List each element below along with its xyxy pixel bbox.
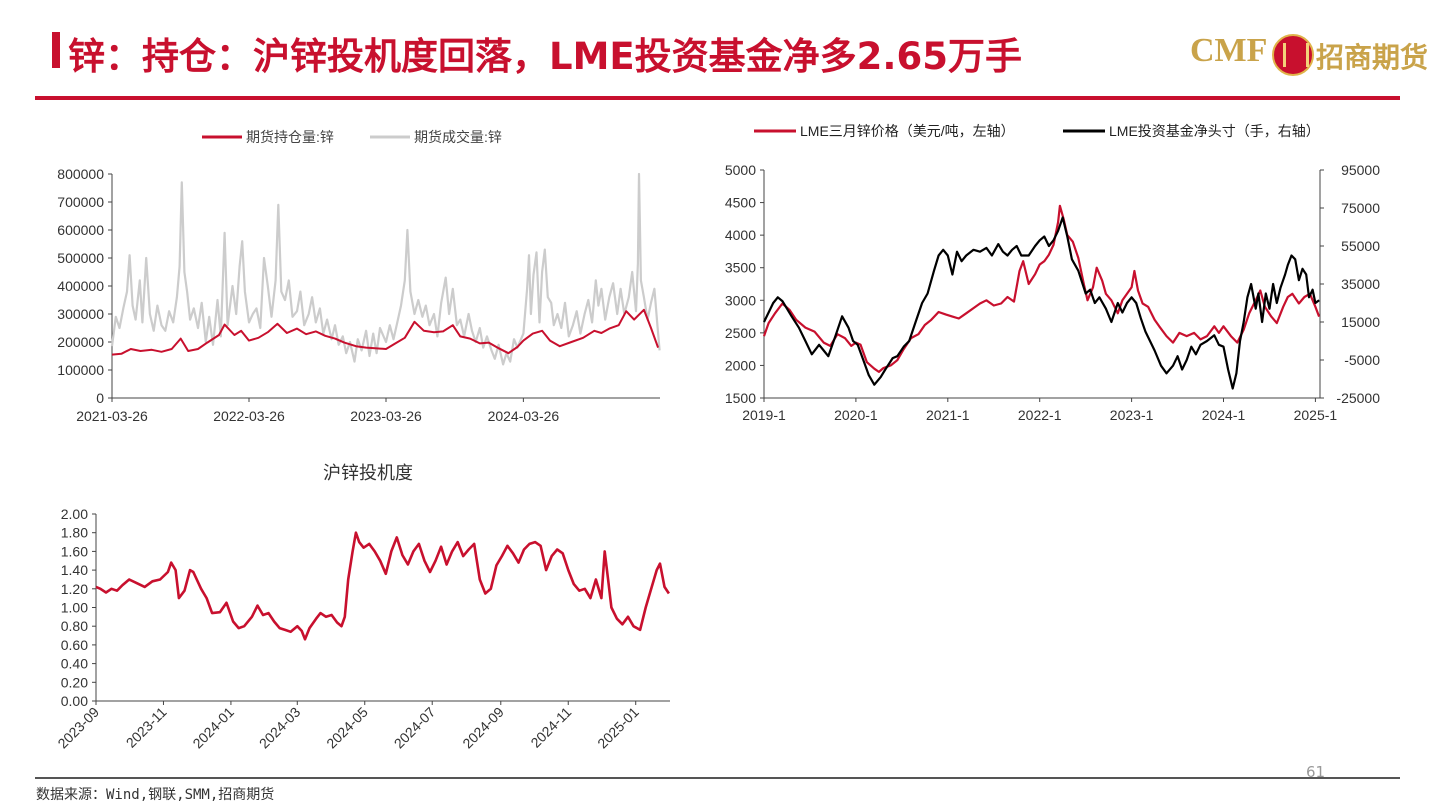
x-tick-label: 2024-07 — [391, 704, 439, 752]
y-tick-label: 600000 — [57, 222, 104, 238]
series-line-speculation-degree — [95, 531, 670, 641]
y-tick-right-label: 15000 — [1341, 314, 1380, 330]
y-tick-label: 400000 — [57, 278, 104, 294]
x-tick-label: 2025-1 — [1294, 407, 1338, 423]
y-tick-right-label: 75000 — [1341, 200, 1380, 216]
series-line-lme-zinc-price — [762, 204, 1321, 373]
y-tick-left-label: 1500 — [725, 390, 756, 406]
brand-logo: CMF 招商期货 — [1190, 30, 1440, 76]
page-number: 61 — [1306, 763, 1326, 781]
y-tick-left-label: 3000 — [725, 292, 756, 308]
y-tick-label: 300000 — [57, 306, 104, 322]
y-tick-left-label: 5000 — [725, 162, 756, 178]
x-tick-label: 2020-1 — [834, 407, 878, 423]
x-tick-label: 2023-11 — [123, 704, 170, 751]
y-tick-left-label: 3500 — [725, 260, 756, 276]
x-tick-label: 2023-09 — [54, 704, 102, 752]
logo-company-name: 招商期货 — [1316, 41, 1429, 74]
title-accent-bar — [52, 32, 60, 68]
y-tick-label: 700000 — [57, 194, 104, 210]
y-tick-label: 500000 — [57, 250, 104, 266]
legend-label: LME三月锌价格（美元/吨，左轴） — [800, 123, 1015, 139]
y-tick-label: 2.00 — [61, 506, 88, 522]
legend-label: 期货持仓量:锌 — [246, 129, 334, 145]
x-tick-label: 2019-1 — [742, 407, 786, 423]
y-tick-right-label: 95000 — [1341, 162, 1380, 178]
speculation-degree-chart: 沪锌投机度 0.00 0.20 0.40 0.60 0.80 1.00 1.20 1.40 1.6… — [54, 463, 670, 752]
y-tick-label: 1.20 — [61, 581, 88, 597]
series-line-volume — [110, 172, 661, 366]
x-tick-label: 2024-09 — [459, 704, 507, 752]
title-bar: 锌：持仓：沪锌投机度回落，LME投资基金净多2.65万手 CMF 招商期货 — [40, 20, 1428, 82]
x-tick-label: 2022-03-26 — [213, 408, 285, 424]
lme-price-fund-position-chart: 1500 2000 2500 3000 3500 4000 4500 5000 -25000 -5… — [725, 123, 1380, 423]
x-tick-label: 2025-01 — [594, 704, 642, 752]
x-tick-label: 2023-03-26 — [350, 408, 422, 424]
y-tick-label: 0.60 — [61, 637, 88, 653]
y-tick-label: 0.20 — [61, 674, 88, 690]
y-tick-label: 1.80 — [61, 525, 88, 541]
x-tick-label: 2023-1 — [1110, 407, 1154, 423]
series-line-open-interest — [111, 308, 660, 356]
y-tick-right-label: -25000 — [1336, 390, 1380, 406]
x-tick-label: 2021-1 — [926, 407, 970, 423]
y-tick-label: 0.40 — [61, 656, 88, 672]
y-tick-right-label: -5000 — [1344, 352, 1380, 368]
y-tick-right-label: 35000 — [1341, 276, 1380, 292]
title-divider — [35, 96, 1400, 100]
x-tick-label: 2021-03-26 — [76, 408, 148, 424]
x-tick-label: 2024-03 — [256, 704, 304, 752]
x-tick-label: 2024-03-26 — [488, 408, 560, 424]
page-title: 锌：持仓：沪锌投机度回落，LME投资基金净多2.65万手 — [68, 35, 1022, 78]
x-tick-label: 2024-11 — [527, 704, 574, 751]
x-tick-label: 2022-1 — [1018, 407, 1062, 423]
data-source-note: 数据来源：Wind,钢联,SMM,招商期货 — [36, 787, 275, 803]
y-tick-label: 0.80 — [61, 618, 88, 634]
y-tick-left-label: 2000 — [725, 357, 756, 373]
y-tick-label: 1.00 — [61, 600, 88, 616]
footer-divider — [35, 777, 1400, 779]
series-line-fund-net-position — [763, 216, 1320, 390]
y-tick-label: 200000 — [57, 334, 104, 350]
open-interest-volume-chart: 0 100000 200000 300000 400000 500000 600000 700… — [57, 129, 661, 424]
y-tick-label: 100000 — [57, 362, 104, 378]
y-tick-right-label: 55000 — [1341, 238, 1380, 254]
y-tick-label: 0 — [96, 390, 104, 406]
logo-seal-icon — [1272, 34, 1314, 76]
y-tick-label: 1.40 — [61, 562, 88, 578]
x-tick-label: 2024-05 — [323, 704, 371, 752]
legend-label: LME投资基金净头寸（手，右轴） — [1109, 123, 1320, 139]
legend-label: 期货成交量:锌 — [414, 129, 502, 145]
y-tick-label: 800000 — [57, 166, 104, 182]
chart-title: 沪锌投机度 — [323, 463, 413, 483]
x-tick-label: 2024-01 — [189, 704, 237, 752]
y-tick-label: 0.00 — [61, 693, 88, 709]
y-tick-label: 1.60 — [61, 543, 88, 559]
y-tick-left-label: 4500 — [725, 195, 756, 211]
y-tick-left-label: 2500 — [725, 325, 756, 341]
y-tick-left-label: 4000 — [725, 227, 756, 243]
x-tick-label: 2024-1 — [1202, 407, 1246, 423]
logo-cmf-text: CMF — [1190, 32, 1268, 69]
